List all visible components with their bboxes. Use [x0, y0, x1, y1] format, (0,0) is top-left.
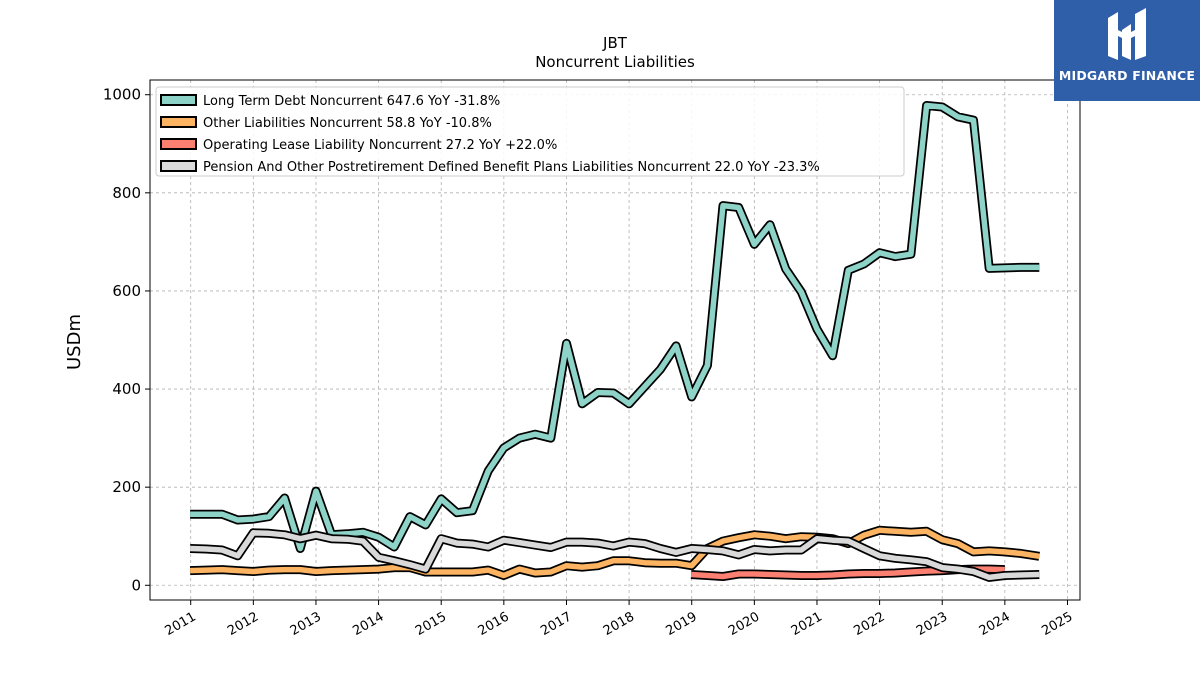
- y-tick-label: 0: [131, 576, 141, 594]
- y-tick-label: 1000: [103, 86, 141, 104]
- x-tick-label: 2019: [664, 609, 700, 639]
- chart-title: JBT: [602, 34, 628, 52]
- legend-swatch: [160, 160, 197, 172]
- x-tick-label: 2025: [1039, 609, 1075, 639]
- midgard-logo-icon: [1108, 8, 1146, 60]
- x-tick-label: 2018: [601, 609, 637, 639]
- legend-swatch: [160, 138, 197, 150]
- x-tick-label: 2024: [977, 609, 1013, 639]
- logo-text: MIDGARD FINANCE: [1058, 68, 1196, 83]
- series-line-3: [190, 530, 1040, 581]
- x-tick-label: 2022: [851, 609, 887, 639]
- legend-swatch: [160, 94, 197, 106]
- logo: MIDGARD FINANCE: [1054, 0, 1200, 101]
- legend-entry: Operating Lease Liability Noncurrent 27.…: [203, 138, 557, 153]
- y-tick-label: 800: [112, 184, 141, 202]
- legend-swatch: [160, 116, 197, 128]
- x-tick-label: 2023: [914, 609, 950, 639]
- x-tick-label: 2015: [413, 609, 449, 639]
- y-tick-label: 600: [112, 282, 141, 300]
- x-tick-label: 2020: [726, 609, 762, 639]
- x-tick-label: 2016: [476, 609, 512, 639]
- y-tick-label: 400: [112, 380, 141, 398]
- series-line-1: [190, 527, 1040, 579]
- x-tick-label: 2021: [789, 609, 825, 639]
- chart-subtitle: Noncurrent Liabilities: [535, 53, 695, 71]
- legend-box: [155, 86, 905, 177]
- y-axis-label: USDm: [64, 314, 85, 370]
- x-tick-label: 2017: [538, 609, 574, 639]
- legend: Long Term Debt Noncurrent 647.6 YoY -31.…: [155, 86, 905, 177]
- legend-entry: Long Term Debt Noncurrent 647.6 YoY -31.…: [203, 94, 500, 109]
- x-tick-label: 2012: [225, 609, 261, 639]
- x-tick-label: 2011: [163, 609, 199, 639]
- series-layer: [189, 101, 1040, 582]
- legend-entry: Other Liabilities Noncurrent 58.8 YoY -1…: [203, 116, 492, 131]
- plot-frame: [149, 79, 1081, 601]
- y-tick-label: 200: [112, 478, 141, 496]
- legend-entry: Pension And Other Postretirement Defined…: [203, 160, 820, 175]
- x-tick-label: 2014: [350, 609, 386, 639]
- x-tick-label: 2013: [288, 609, 324, 639]
